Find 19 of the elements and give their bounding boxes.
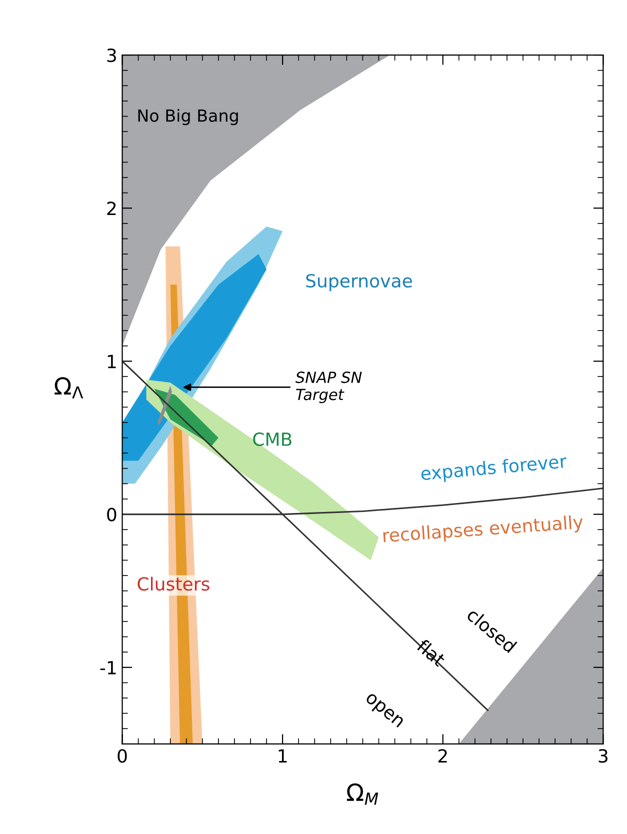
x-axis-title: Ω$_{M}$ <box>346 783 378 805</box>
y-tick-label: 1 <box>108 354 116 368</box>
annotation: No Big Bang <box>138 108 238 126</box>
annotation: Clusters <box>138 576 210 591</box>
y-tick-label: -1 <box>100 661 116 674</box>
y-tick-label: 0 <box>107 508 116 522</box>
y-tick-label: 2 <box>107 202 116 215</box>
annotation: flat <box>416 638 447 668</box>
annotation: CMB <box>253 432 292 446</box>
x-tick-label: 0 <box>118 749 127 763</box>
annotation: recollapses eventually <box>382 514 584 546</box>
x-tick-label: 1 <box>278 749 287 763</box>
x-tick-label: 2 <box>438 749 447 763</box>
annotation: SNAP SN Target <box>295 372 362 404</box>
annotation: Supernovae <box>306 274 412 292</box>
x-tick-label: 3 <box>598 749 608 763</box>
y-axis-title: Ω$_{Λ}$ <box>54 377 84 398</box>
y-tick-label: 3 <box>107 48 116 62</box>
annotation: expands forever <box>420 454 568 484</box>
